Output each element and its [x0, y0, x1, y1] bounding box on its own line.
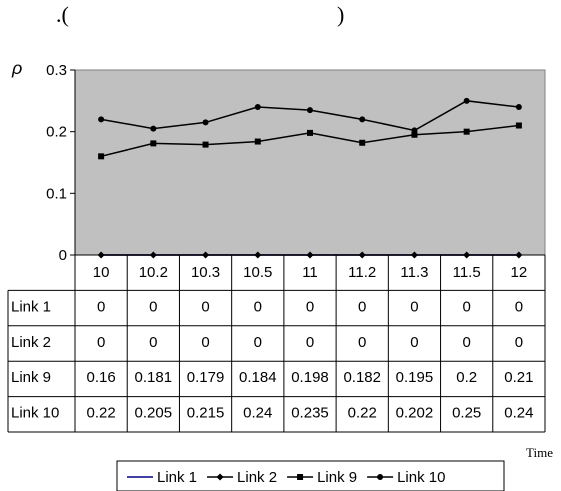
x-tick-label: 11.2 — [348, 264, 376, 281]
table-row-label-link-2: Link 2 — [11, 334, 51, 351]
table-cell-link-2: 0 — [358, 334, 366, 351]
table-cell-link-2: 0 — [201, 334, 209, 351]
x-tick-label: 11.5 — [453, 264, 481, 281]
plot-area — [74, 69, 546, 256]
table-cell-link-9: 0.16 — [87, 369, 116, 386]
table-cell-link-9: 0.195 — [396, 369, 434, 386]
table-cell-link-10: 0.202 — [396, 405, 434, 422]
table-cell-link-9: 0.2 — [456, 369, 477, 386]
table-cell-link-1: 0 — [201, 298, 209, 315]
data-point-link-9 — [150, 140, 157, 147]
table-cell-link-1: 0 — [358, 298, 366, 315]
legend-marker-link-2 — [216, 473, 224, 481]
x-tick-label: 10 — [93, 264, 110, 281]
x-tick-label: 11.3 — [400, 264, 428, 281]
table-cell-link-10: 0.24 — [504, 405, 533, 422]
x-tick-label: 12 — [511, 264, 528, 281]
data-point-link-10 — [359, 116, 366, 123]
y-tick-label: 0 — [59, 247, 67, 264]
legend-box — [116, 460, 505, 491]
y-tick-label: 0.1 — [46, 185, 67, 202]
legend-marker-link-10 — [377, 474, 384, 480]
table-cell-link-10: 0.25 — [452, 405, 481, 422]
table-cell-link-1: 0 — [254, 298, 262, 315]
x-tick-label: 10.2 — [139, 264, 168, 281]
data-point-link-9 — [359, 139, 366, 146]
x-tick-label: 10.3 — [191, 264, 220, 281]
x-axis-label: Time — [526, 445, 553, 460]
data-point-link-10 — [515, 104, 522, 110]
legend-label-link-9: Link 9 — [317, 469, 357, 486]
data-point-link-10 — [254, 104, 261, 110]
table-cell-link-9: 0.21 — [504, 369, 533, 386]
table-cell-link-2: 0 — [462, 334, 470, 351]
table-cell-link-1: 0 — [306, 298, 314, 315]
table-cell-link-2: 0 — [306, 334, 314, 351]
data-point-link-9 — [463, 128, 470, 135]
table-cell-link-2: 0 — [254, 334, 262, 351]
table-cell-link-10: 0.215 — [187, 405, 225, 422]
legend-label-link-2: Link 2 — [237, 469, 277, 486]
data-point-link-9 — [307, 129, 313, 136]
y-axis-label: ρ — [11, 58, 22, 78]
x-tick-label: 11 — [302, 264, 318, 281]
legend-label-link-10: Link 10 — [397, 469, 445, 486]
data-point-link-10 — [463, 97, 470, 104]
data-point-link-9 — [202, 141, 209, 148]
table-cell-link-2: 0 — [515, 334, 523, 351]
data-point-link-9 — [515, 122, 522, 129]
legend-label-link-1: Link 1 — [157, 469, 197, 486]
table-row-label-link-1: Link 1 — [11, 298, 51, 315]
data-point-link-10 — [98, 116, 105, 123]
table-cell-link-1: 0 — [410, 298, 418, 315]
data-point-link-9 — [98, 153, 105, 160]
table-cell-link-10: 0.205 — [135, 405, 173, 422]
table-cell-link-10: 0.22 — [348, 405, 377, 422]
table-row-label-link-9: Link 9 — [11, 369, 51, 386]
caption-left-fragment: .( — [56, 2, 69, 27]
table-cell-link-10: 0.24 — [243, 405, 272, 422]
table-cell-link-10: 0.235 — [291, 405, 329, 422]
table-cell-link-9: 0.181 — [135, 369, 173, 386]
table-cell-link-9: 0.184 — [239, 369, 277, 386]
table-cell-link-1: 0 — [462, 298, 470, 315]
data-point-link-9 — [254, 138, 261, 145]
table-cell-link-9: 0.182 — [343, 369, 381, 386]
data-point-link-10 — [411, 127, 418, 134]
x-tick-label: 10.5 — [243, 264, 272, 281]
table-cell-link-1: 0 — [149, 298, 157, 315]
table-cell-link-1: 0 — [97, 298, 105, 315]
table-cell-link-2: 0 — [97, 334, 105, 351]
legend-marker-link-9 — [297, 474, 304, 480]
table-cell-link-2: 0 — [410, 334, 418, 351]
caption-right-fragment: ) — [337, 2, 345, 27]
data-point-link-10 — [202, 119, 209, 126]
y-tick-label: 0.2 — [46, 124, 67, 141]
data-point-link-9 — [411, 131, 418, 138]
data-point-link-10 — [307, 107, 313, 114]
table-cell-link-10: 0.22 — [87, 405, 116, 422]
table-row-label-link-10: Link 10 — [11, 405, 59, 422]
y-tick-label: 0.3 — [46, 62, 67, 79]
data-point-link-10 — [150, 125, 157, 132]
table-cell-link-1: 0 — [515, 298, 523, 315]
table-cell-link-9: 0.179 — [187, 369, 225, 386]
table-cell-link-9: 0.198 — [291, 369, 329, 386]
table-cell-link-2: 0 — [149, 334, 157, 351]
